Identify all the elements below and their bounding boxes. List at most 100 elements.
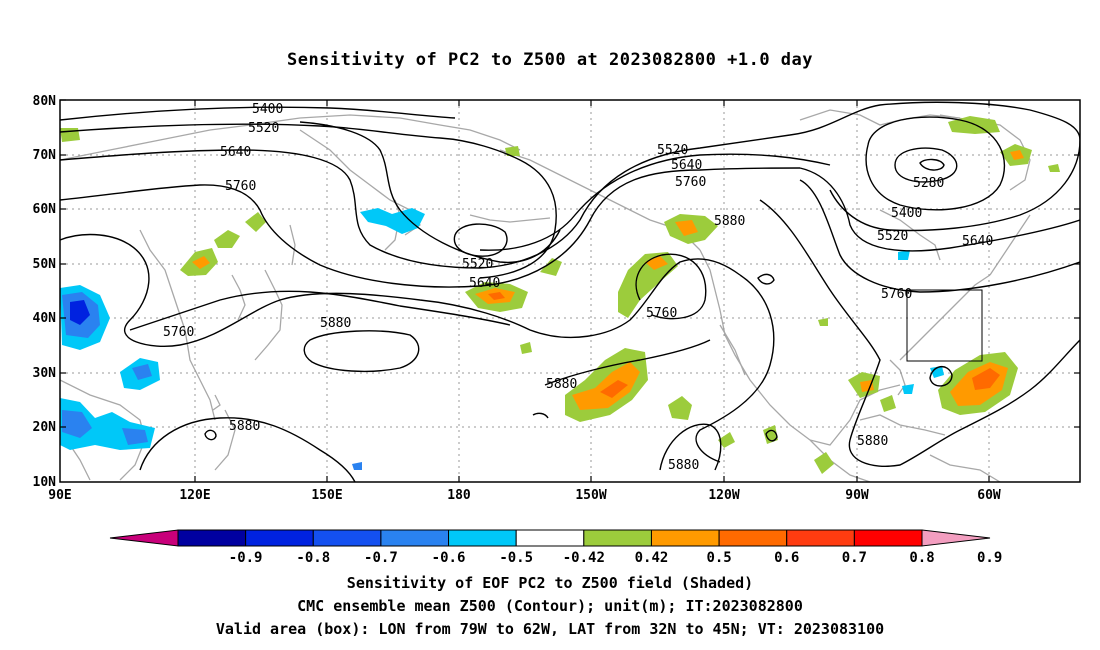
lon-tick-label: 150W bbox=[575, 488, 606, 503]
lat-tick-label: 30N bbox=[33, 366, 57, 381]
coast-baja bbox=[719, 324, 746, 376]
coast-canada-east bbox=[989, 214, 1031, 276]
contour-5640-east bbox=[799, 167, 1080, 252]
colorbar-tick-label: 0.8 bbox=[909, 550, 934, 566]
contour-5880-ring bbox=[659, 423, 722, 471]
positive-core bbox=[1010, 150, 1024, 160]
coast-east-us bbox=[899, 274, 991, 361]
contour-label: 5640 bbox=[671, 158, 702, 173]
lon-tick-label: 150E bbox=[311, 488, 342, 503]
contour-5880-bermuda bbox=[929, 366, 953, 387]
contour-5400-east bbox=[865, 116, 1006, 211]
coast-japan bbox=[254, 269, 283, 361]
coast-indochina bbox=[60, 379, 146, 481]
positive-region bbox=[1048, 164, 1060, 172]
coast-taiwan bbox=[212, 394, 221, 411]
coast-sa-north bbox=[929, 454, 1001, 482]
contour-label: 5520 bbox=[877, 229, 908, 244]
lat-tick-label: 60N bbox=[33, 202, 57, 217]
contour-5880-west bbox=[60, 233, 741, 347]
colorbar-swatch bbox=[177, 529, 247, 547]
coast-caribbean bbox=[859, 414, 946, 436]
positive-region bbox=[763, 425, 778, 444]
z500-contours bbox=[60, 101, 1080, 482]
negative-mid bbox=[122, 428, 148, 445]
contour-label: 5760 bbox=[881, 287, 912, 302]
contour-5760-sub bbox=[129, 290, 511, 331]
colorbar-swatch bbox=[109, 529, 179, 547]
contour-5880-pac bbox=[544, 339, 711, 386]
positive-region bbox=[668, 396, 692, 420]
contour-5880-small2 bbox=[532, 412, 549, 419]
positive-region bbox=[814, 452, 834, 474]
negative-region bbox=[898, 250, 910, 260]
lat-tick-label: 10N bbox=[33, 475, 57, 490]
contour-5520-west bbox=[60, 123, 441, 139]
colorbar-swatch bbox=[921, 529, 991, 547]
contour-label: 5520 bbox=[462, 257, 493, 272]
contour-label: 5760 bbox=[225, 179, 256, 194]
positive-core bbox=[488, 292, 505, 300]
coast-philippines bbox=[214, 409, 236, 471]
lat-tick-label: 80N bbox=[33, 94, 57, 109]
coast-arctic-islands bbox=[799, 109, 961, 126]
colorbar-tick-label: -0.6 bbox=[432, 550, 466, 566]
positive-region bbox=[505, 146, 520, 156]
colorbar-swatch bbox=[718, 529, 788, 547]
lon-tick-label: 120E bbox=[179, 488, 210, 503]
contour-5640-west bbox=[60, 134, 791, 269]
contour-label: 5880 bbox=[857, 434, 888, 449]
negative-high bbox=[70, 300, 90, 325]
colorbar-tick-label: 0.7 bbox=[842, 550, 867, 566]
colorbar-swatch bbox=[312, 529, 382, 547]
contour-label: 5640 bbox=[962, 234, 993, 249]
colorbar-tick-label: -0.42 bbox=[563, 550, 605, 566]
colorbar-swatch bbox=[650, 529, 720, 547]
contour-label: 5760 bbox=[675, 175, 706, 190]
colorbar-swatch bbox=[380, 529, 450, 547]
contour-5760-ring bbox=[635, 253, 707, 320]
positive-region bbox=[540, 258, 562, 276]
valid-area-box bbox=[906, 289, 983, 362]
plot-area bbox=[60, 100, 1080, 482]
contour-5520-east bbox=[789, 101, 1080, 232]
positive-region bbox=[880, 395, 896, 412]
contour-5880-box bbox=[303, 330, 420, 373]
positive-core bbox=[192, 256, 210, 269]
positive-core bbox=[572, 362, 640, 410]
positive-core bbox=[675, 220, 698, 236]
colorbar-swatch bbox=[448, 529, 517, 547]
negative-region bbox=[902, 384, 914, 394]
colorbar-swatch bbox=[853, 529, 923, 547]
lat-tick-label: 20N bbox=[33, 420, 57, 435]
contour-label: 5760 bbox=[646, 306, 677, 321]
contour-5880-south bbox=[139, 417, 356, 482]
lon-tick-label: 120W bbox=[708, 488, 739, 503]
colorbar-tick-label: -0.8 bbox=[296, 550, 330, 566]
lon-tick-label: 60W bbox=[977, 488, 1001, 503]
contour-5880-small3 bbox=[204, 429, 217, 441]
coast-gulf bbox=[809, 384, 901, 446]
coast-aleutians bbox=[469, 214, 551, 223]
contour-5280 bbox=[894, 147, 958, 183]
contour-label: 5520 bbox=[248, 121, 279, 136]
contour-5880-small bbox=[757, 273, 775, 285]
coast-china bbox=[139, 229, 216, 421]
negative-mid bbox=[62, 410, 92, 438]
lon-tick-label: 90W bbox=[845, 488, 869, 503]
contour-label: 5880 bbox=[320, 316, 351, 331]
contour-label: 5280 bbox=[913, 176, 944, 191]
contour-label: 5880 bbox=[229, 419, 260, 434]
coast-korea bbox=[231, 274, 246, 321]
contour-label: 5520 bbox=[657, 143, 688, 158]
lon-tick-label: 180 bbox=[447, 488, 471, 503]
coast-asia-north bbox=[60, 114, 521, 161]
colorbar-swatch bbox=[786, 529, 855, 547]
positive-region bbox=[818, 318, 828, 326]
lat-tick-label: 70N bbox=[33, 148, 57, 163]
footer-line-2: CMC ensemble mean Z500 (Contour); unit(m… bbox=[297, 597, 803, 615]
lat-tick-label: 40N bbox=[33, 311, 57, 326]
positive-region bbox=[245, 212, 266, 232]
coast-central-america bbox=[809, 439, 871, 482]
